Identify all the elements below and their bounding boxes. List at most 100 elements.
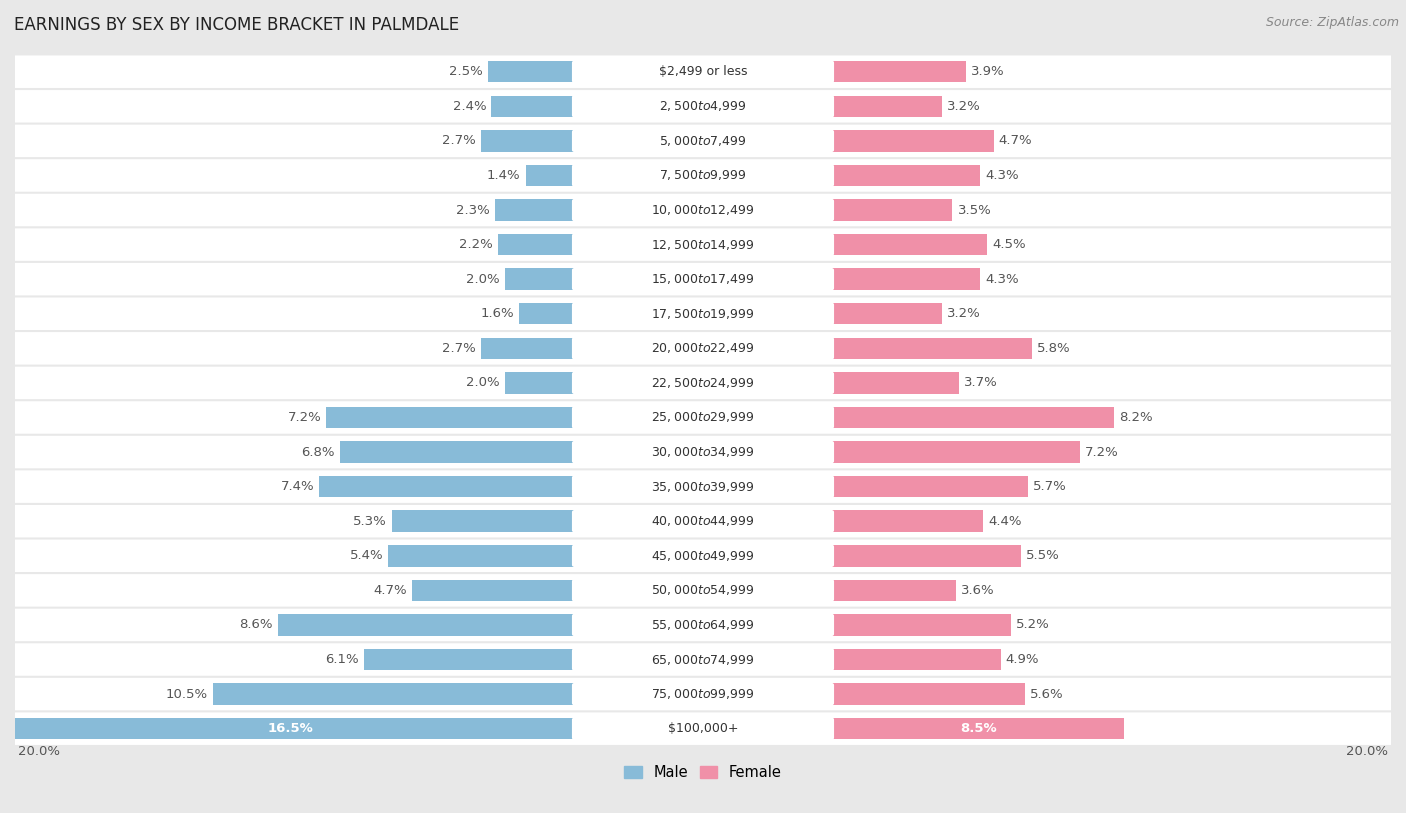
Text: $40,000 to $44,999: $40,000 to $44,999	[651, 514, 755, 528]
FancyBboxPatch shape	[15, 609, 1391, 641]
Bar	[832, 511, 983, 532]
Bar	[505, 372, 574, 393]
FancyBboxPatch shape	[572, 268, 834, 290]
Text: 4.9%: 4.9%	[1005, 653, 1039, 666]
Text: 5.4%: 5.4%	[350, 550, 382, 563]
FancyBboxPatch shape	[572, 130, 834, 152]
FancyBboxPatch shape	[15, 402, 1391, 433]
FancyBboxPatch shape	[572, 683, 834, 705]
Text: $15,000 to $17,499: $15,000 to $17,499	[651, 272, 755, 286]
Text: 2.4%: 2.4%	[453, 100, 486, 113]
Bar	[832, 268, 980, 290]
FancyBboxPatch shape	[15, 228, 1391, 261]
Text: 20.0%: 20.0%	[1346, 745, 1388, 758]
FancyBboxPatch shape	[572, 372, 834, 394]
FancyBboxPatch shape	[572, 441, 834, 463]
Text: 7.4%: 7.4%	[281, 480, 315, 493]
Bar	[832, 165, 980, 186]
Bar	[832, 303, 942, 324]
Text: $30,000 to $34,999: $30,000 to $34,999	[651, 445, 755, 459]
FancyBboxPatch shape	[572, 337, 834, 359]
FancyBboxPatch shape	[15, 263, 1391, 295]
Text: 1.6%: 1.6%	[481, 307, 513, 320]
Text: 3.6%: 3.6%	[960, 584, 994, 597]
Bar	[278, 615, 574, 636]
FancyBboxPatch shape	[15, 540, 1391, 572]
FancyBboxPatch shape	[15, 367, 1391, 399]
Text: $5,000 to $7,499: $5,000 to $7,499	[659, 134, 747, 148]
Text: 2.7%: 2.7%	[443, 341, 477, 354]
Text: $45,000 to $49,999: $45,000 to $49,999	[651, 549, 755, 563]
Bar	[832, 96, 942, 117]
Text: $25,000 to $29,999: $25,000 to $29,999	[651, 411, 755, 424]
Text: 4.7%: 4.7%	[998, 134, 1032, 147]
Text: 5.8%: 5.8%	[1036, 341, 1070, 354]
Text: 1.4%: 1.4%	[486, 169, 520, 182]
FancyBboxPatch shape	[572, 199, 834, 221]
FancyBboxPatch shape	[15, 298, 1391, 330]
Bar	[832, 372, 959, 393]
Text: $10,000 to $12,499: $10,000 to $12,499	[651, 203, 755, 217]
Text: EARNINGS BY SEX BY INCOME BRACKET IN PALMDALE: EARNINGS BY SEX BY INCOME BRACKET IN PAL…	[14, 16, 460, 34]
Text: 6.1%: 6.1%	[325, 653, 359, 666]
Bar	[832, 337, 1032, 359]
Bar	[392, 511, 574, 532]
Bar	[326, 406, 574, 428]
Bar	[7, 718, 574, 739]
Text: 5.2%: 5.2%	[1017, 619, 1050, 632]
Text: 8.6%: 8.6%	[239, 619, 273, 632]
Bar	[832, 441, 1080, 463]
FancyBboxPatch shape	[15, 124, 1391, 157]
Text: 8.5%: 8.5%	[960, 722, 997, 735]
Text: $22,500 to $24,999: $22,500 to $24,999	[651, 376, 755, 390]
FancyBboxPatch shape	[15, 712, 1391, 745]
Text: $75,000 to $99,999: $75,000 to $99,999	[651, 687, 755, 701]
Text: 4.7%: 4.7%	[374, 584, 408, 597]
Bar	[481, 130, 574, 151]
Text: 4.3%: 4.3%	[986, 272, 1019, 285]
Text: $100,000+: $100,000+	[668, 722, 738, 735]
FancyBboxPatch shape	[572, 476, 834, 498]
FancyBboxPatch shape	[572, 649, 834, 671]
Text: 3.7%: 3.7%	[965, 376, 998, 389]
Text: 5.5%: 5.5%	[1026, 550, 1060, 563]
Text: 5.3%: 5.3%	[353, 515, 387, 528]
Text: 7.2%: 7.2%	[287, 411, 321, 424]
FancyBboxPatch shape	[15, 193, 1391, 226]
FancyBboxPatch shape	[572, 545, 834, 567]
Bar	[212, 684, 574, 705]
Text: $2,499 or less: $2,499 or less	[659, 65, 747, 78]
Bar	[832, 199, 952, 221]
Text: 6.8%: 6.8%	[301, 446, 335, 459]
Text: $7,500 to $9,999: $7,500 to $9,999	[659, 168, 747, 182]
Text: 4.5%: 4.5%	[993, 238, 1025, 251]
FancyBboxPatch shape	[572, 302, 834, 325]
FancyBboxPatch shape	[572, 95, 834, 117]
Text: $20,000 to $22,499: $20,000 to $22,499	[651, 341, 755, 355]
Bar	[495, 199, 574, 221]
Bar	[492, 96, 574, 117]
Bar	[832, 649, 1001, 670]
FancyBboxPatch shape	[15, 471, 1391, 503]
FancyBboxPatch shape	[15, 159, 1391, 192]
Text: $65,000 to $74,999: $65,000 to $74,999	[651, 653, 755, 667]
Text: $50,000 to $54,999: $50,000 to $54,999	[651, 584, 755, 598]
Text: 2.2%: 2.2%	[460, 238, 494, 251]
Text: $12,500 to $14,999: $12,500 to $14,999	[651, 237, 755, 251]
Bar	[505, 268, 574, 290]
Bar	[832, 545, 1021, 567]
Bar	[832, 684, 1025, 705]
FancyBboxPatch shape	[572, 510, 834, 533]
FancyBboxPatch shape	[15, 643, 1391, 676]
FancyBboxPatch shape	[15, 55, 1391, 88]
Bar	[498, 234, 574, 255]
FancyBboxPatch shape	[572, 233, 834, 255]
Bar	[319, 476, 574, 498]
FancyBboxPatch shape	[15, 90, 1391, 123]
Legend: Male, Female: Male, Female	[619, 759, 787, 786]
FancyBboxPatch shape	[572, 614, 834, 636]
FancyBboxPatch shape	[572, 580, 834, 602]
Text: 4.3%: 4.3%	[986, 169, 1019, 182]
Bar	[519, 303, 574, 324]
Text: 5.7%: 5.7%	[1033, 480, 1067, 493]
